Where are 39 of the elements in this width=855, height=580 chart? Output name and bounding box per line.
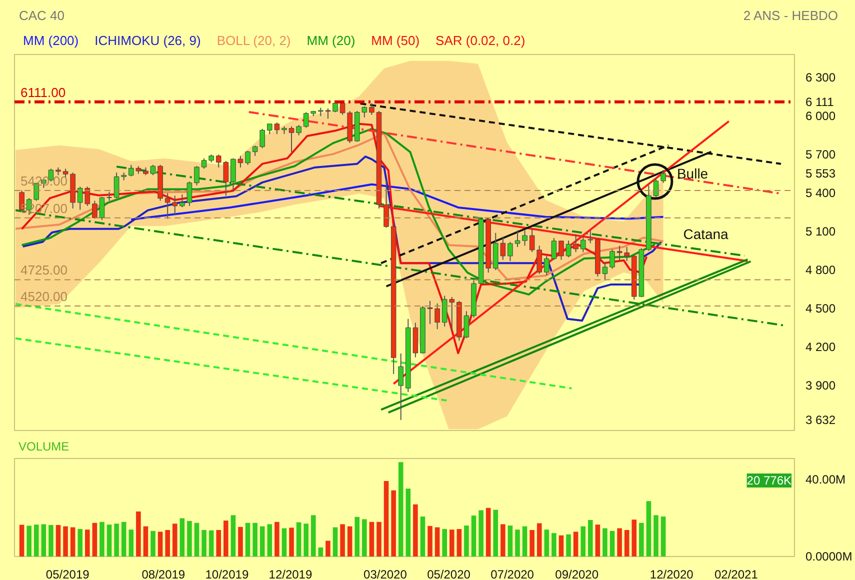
y-tick-label: 4 500 (806, 302, 836, 316)
annotation: Catana (683, 226, 729, 242)
y-tick-label: 6 111 (806, 94, 834, 109)
text: BOLL (20, 2) (216, 32, 291, 48)
y-tick-label: 0.0000M (806, 550, 852, 564)
text: MM (20) (306, 32, 356, 48)
ref-line-label: 6111.00 (20, 84, 66, 100)
y-tick-label: 4 800 (806, 263, 836, 278)
text: MM (200) (23, 32, 79, 48)
y-tick-label: 6 000 (806, 109, 836, 124)
y-tick-label: 40.00M (806, 472, 846, 487)
chart-title: VOLUME (18, 440, 70, 454)
x-tick-label: 09/2020 (555, 568, 599, 580)
chart-subtitle: 2 ANS - HEBDO (743, 7, 838, 25)
x-tick-label: 02/2021 (714, 568, 758, 580)
annotation: 20 776K (746, 474, 792, 488)
x-tick-label: 05/2020 (427, 568, 471, 580)
ref-line-label: 4520.00 (20, 289, 68, 304)
text: MM (50) (371, 32, 420, 48)
y-tick-label: 5 400 (806, 186, 836, 200)
y-tick-label: 6 300 (806, 70, 836, 85)
x-tick-label: 10/2019 (205, 568, 249, 580)
x-tick-label: 05/2019 (46, 568, 90, 580)
x-tick-label: 08/2019 (142, 568, 186, 580)
annotation: Bulle (676, 166, 708, 182)
x-tick-label: 07/2020 (490, 568, 534, 580)
y-tick-label: 3 632 (806, 412, 836, 427)
y-tick-label: 3 900 (806, 378, 836, 393)
y-tick-label: 5 100 (806, 224, 836, 239)
x-tick-label: 12/2020 (650, 568, 694, 580)
chart-title: CAC 40 (19, 7, 65, 25)
ref-line-label: 4725.00 (20, 262, 68, 278)
x-tick-label: 03/2020 (364, 568, 408, 580)
y-tick-label: 5 700 (806, 148, 836, 162)
text: ICHIMOKU (26, 9) (94, 32, 201, 48)
x-tick-label: 12/2019 (268, 568, 312, 580)
y-tick-label: 4 200 (806, 340, 836, 354)
text: SAR (0.02, 0.2) (436, 32, 526, 48)
y-tick-label: 5 553 (806, 166, 836, 180)
